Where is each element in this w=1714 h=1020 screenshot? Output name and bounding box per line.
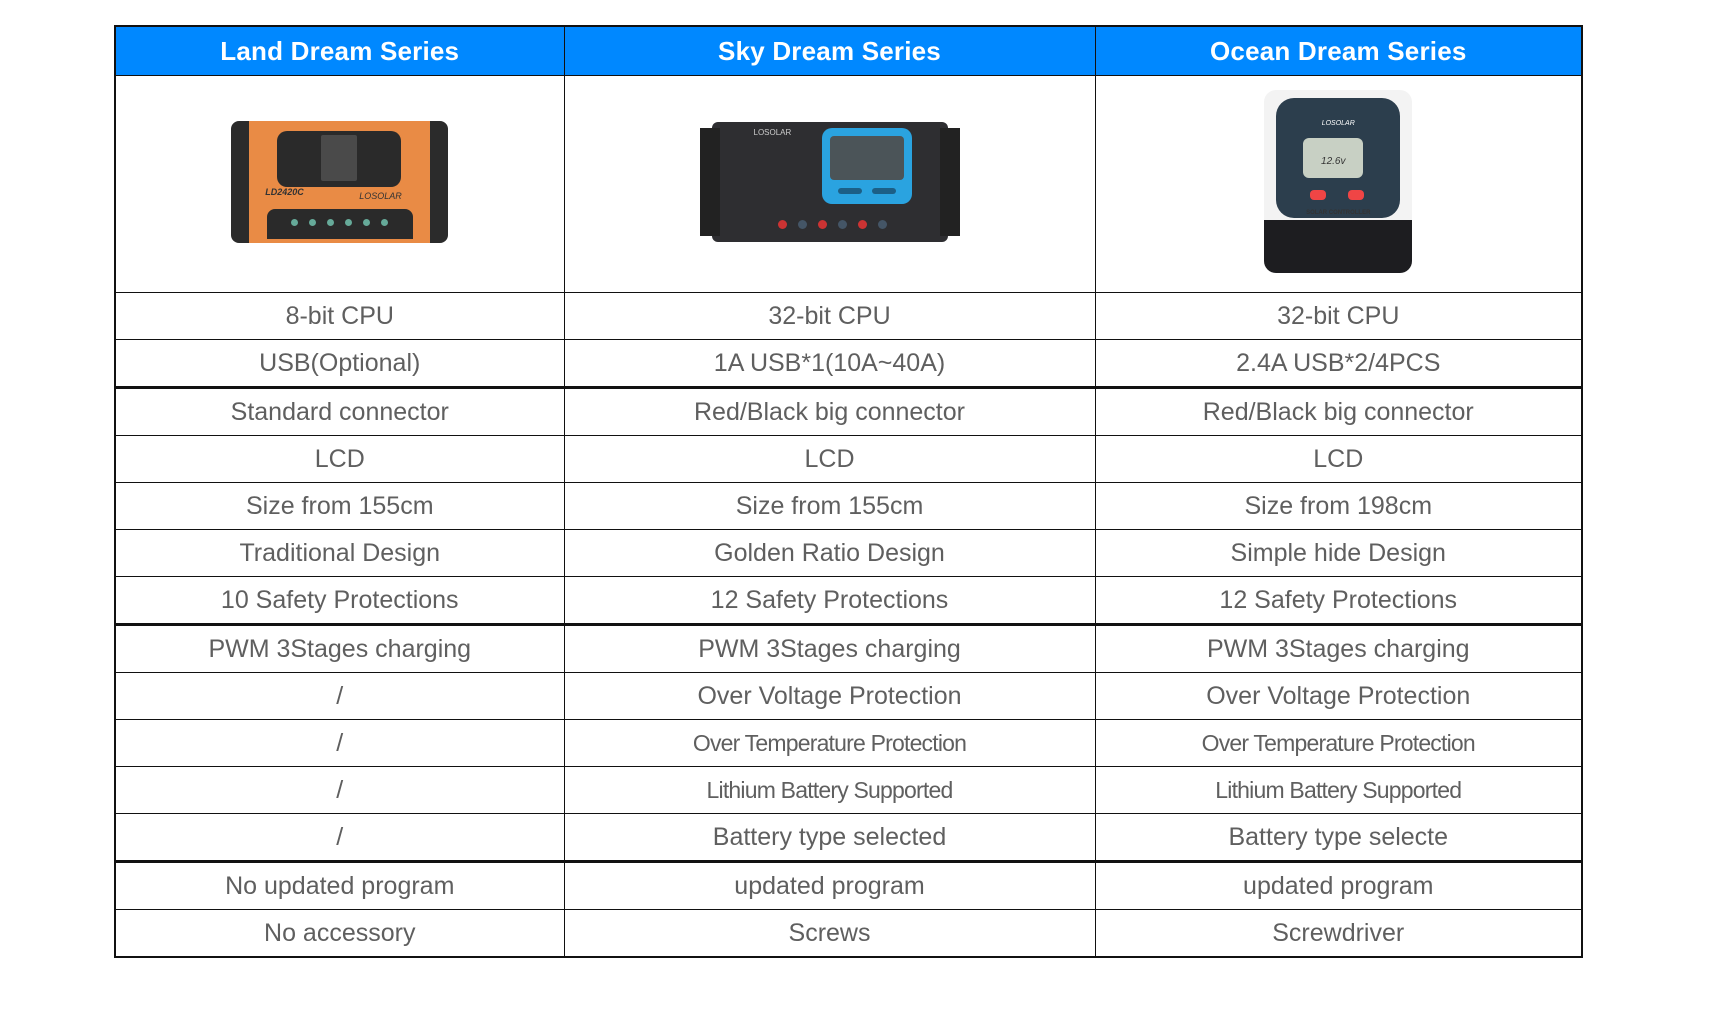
cell: Lithium Battery Supported [563,766,1096,814]
row-usb: USB(Optional) 1A USB*1(10A~40A) 2.4A USB… [114,339,1583,388]
row-safety: 10 Safety Protections 12 Safety Protecti… [114,576,1583,625]
land-image-cell: LD2420C LOSOLAR [114,75,565,293]
cell: LCD [114,435,565,483]
cell: 10 Safety Protections [114,576,565,625]
cell: Over Temperature Protection [1094,719,1583,767]
cell: 2.4A USB*2/4PCS [1094,339,1583,388]
cell: Size from 155cm [563,482,1096,530]
cell: / [114,719,565,767]
cell: Lithium Battery Supported [1094,766,1583,814]
header-ocean-dream: Ocean Dream Series [1094,25,1583,76]
row-design: Traditional Design Golden Ratio Design S… [114,529,1583,577]
row-lithium: / Lithium Battery Supported Lithium Batt… [114,766,1583,814]
cell: No updated program [114,860,565,910]
row-cpu: 8-bit CPU 32-bit CPU 32-bit CPU [114,292,1583,340]
header-sky-dream: Sky Dream Series [563,25,1096,76]
cell: PWM 3Stages charging [1094,623,1583,673]
cell: Standard connector [114,386,565,436]
product-image-row: LD2420C LOSOLAR LOSOLAR [114,75,1583,293]
land-controller-image: LD2420C LOSOLAR [231,120,449,243]
cell: / [114,672,565,720]
ocean-image-cell: LOSOLAR 12.6v SOLAR CONTROLLER [1094,75,1583,293]
cell: updated program [1094,860,1583,910]
cell: 8-bit CPU [114,292,565,340]
row-accessory: No accessory Screws Screwdriver [114,909,1583,958]
row-connector: Standard connector Red/Black big connect… [114,386,1583,436]
cell: LCD [1094,435,1583,483]
cell: 32-bit CPU [563,292,1096,340]
cell: LCD [563,435,1096,483]
row-over-temperature: / Over Temperature Protection Over Tempe… [114,719,1583,767]
row-size: Size from 155cm Size from 155cm Size fro… [114,482,1583,530]
ocean-controller-image: LOSOLAR 12.6v SOLAR CONTROLLER [1264,90,1413,273]
cell: 32-bit CPU [1094,292,1583,340]
cell: Battery type selected [563,813,1096,862]
row-charging: PWM 3Stages charging PWM 3Stages chargin… [114,623,1583,673]
cell: Simple hide Design [1094,529,1583,577]
cell: Over Temperature Protection [563,719,1096,767]
cell: Golden Ratio Design [563,529,1096,577]
cell: Red/Black big connector [1094,386,1583,436]
cell: PWM 3Stages charging [563,623,1096,673]
row-program: No updated program updated program updat… [114,860,1583,910]
cell: Over Voltage Protection [1094,672,1583,720]
cell: 1A USB*1(10A~40A) [563,339,1096,388]
cell: / [114,813,565,862]
cell: updated program [563,860,1096,910]
cell: Red/Black big connector [563,386,1096,436]
cell: PWM 3Stages charging [114,623,565,673]
cell: Size from 198cm [1094,482,1583,530]
cell: 12 Safety Protections [1094,576,1583,625]
sky-controller-image: LOSOLAR [699,121,960,242]
cell: Over Voltage Protection [563,672,1096,720]
comparison-table: Land Dream Series Sky Dream Series Ocean… [114,25,1583,958]
header-row: Land Dream Series Sky Dream Series Ocean… [114,25,1583,76]
cell: Battery type selecte [1094,813,1583,862]
cell: No accessory [114,909,565,958]
cell: Size from 155cm [114,482,565,530]
row-battery-type: / Battery type selected Battery type sel… [114,813,1583,862]
cell: / [114,766,565,814]
cell: USB(Optional) [114,339,565,388]
sky-image-cell: LOSOLAR [563,75,1096,293]
cell: Screws [563,909,1096,958]
cell: 12 Safety Protections [563,576,1096,625]
cell: Traditional Design [114,529,565,577]
cell: Screwdriver [1094,909,1583,958]
row-over-voltage: / Over Voltage Protection Over Voltage P… [114,672,1583,720]
row-display: LCD LCD LCD [114,435,1583,483]
header-land-dream: Land Dream Series [114,25,565,76]
